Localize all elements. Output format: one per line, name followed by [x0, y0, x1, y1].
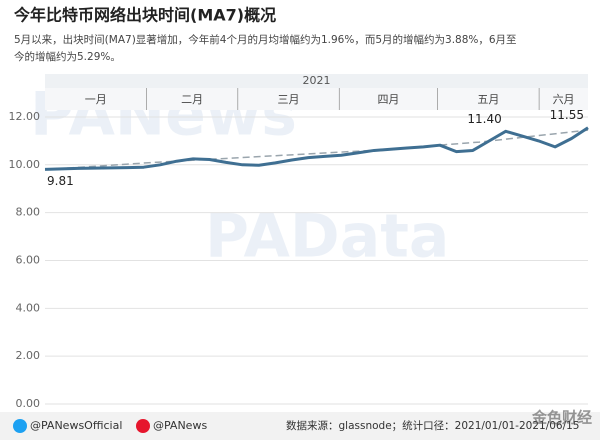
footer-source: 数据来源：glassnode；统计口径：2021/01/01-2021/06/1… — [286, 419, 580, 432]
month-label: 一月 — [85, 93, 107, 106]
y-tick-label: 8.00 — [16, 206, 41, 219]
data-label: 11.55 — [550, 108, 584, 122]
y-tick-label: 4.00 — [16, 301, 41, 314]
weibo-icon — [136, 419, 150, 433]
month-label: 五月 — [477, 93, 499, 106]
footer-logo: 金色财经 — [531, 409, 592, 427]
y-tick-label: 12.00 — [9, 110, 41, 123]
month-label: 四月 — [377, 93, 399, 106]
subtitle: 今的增幅约为5.29%。 — [14, 50, 121, 63]
data-line — [44, 126, 589, 171]
month-label: 二月 — [181, 93, 203, 106]
trend-line — [44, 129, 589, 171]
month-label: 三月 — [278, 93, 300, 106]
data-label: 11.40 — [467, 112, 501, 126]
year-band — [45, 74, 588, 88]
year-label: 2021 — [303, 74, 331, 87]
watermark: PAData — [205, 202, 449, 272]
month-band — [45, 88, 588, 110]
chart-title: 今年比特币网络出块时间(MA7)概况 — [13, 6, 276, 25]
footer-weibo: @PANews — [153, 419, 207, 432]
y-tick-label: 10.00 — [9, 158, 41, 171]
footer-bg — [0, 412, 600, 440]
data-label: 9.81 — [47, 174, 74, 188]
y-tick-label: 0.00 — [16, 397, 41, 410]
footer-twitter: @PANewsOfficial — [30, 419, 122, 432]
subtitle: 5月以来，出块时间(MA7)显著增加，今年前4个月的月均增幅约为1.96%，而5… — [14, 33, 517, 46]
twitter-icon — [13, 419, 27, 433]
y-tick-label: 6.00 — [16, 253, 41, 266]
month-label: 六月 — [553, 93, 575, 106]
y-tick-label: 2.00 — [16, 349, 41, 362]
